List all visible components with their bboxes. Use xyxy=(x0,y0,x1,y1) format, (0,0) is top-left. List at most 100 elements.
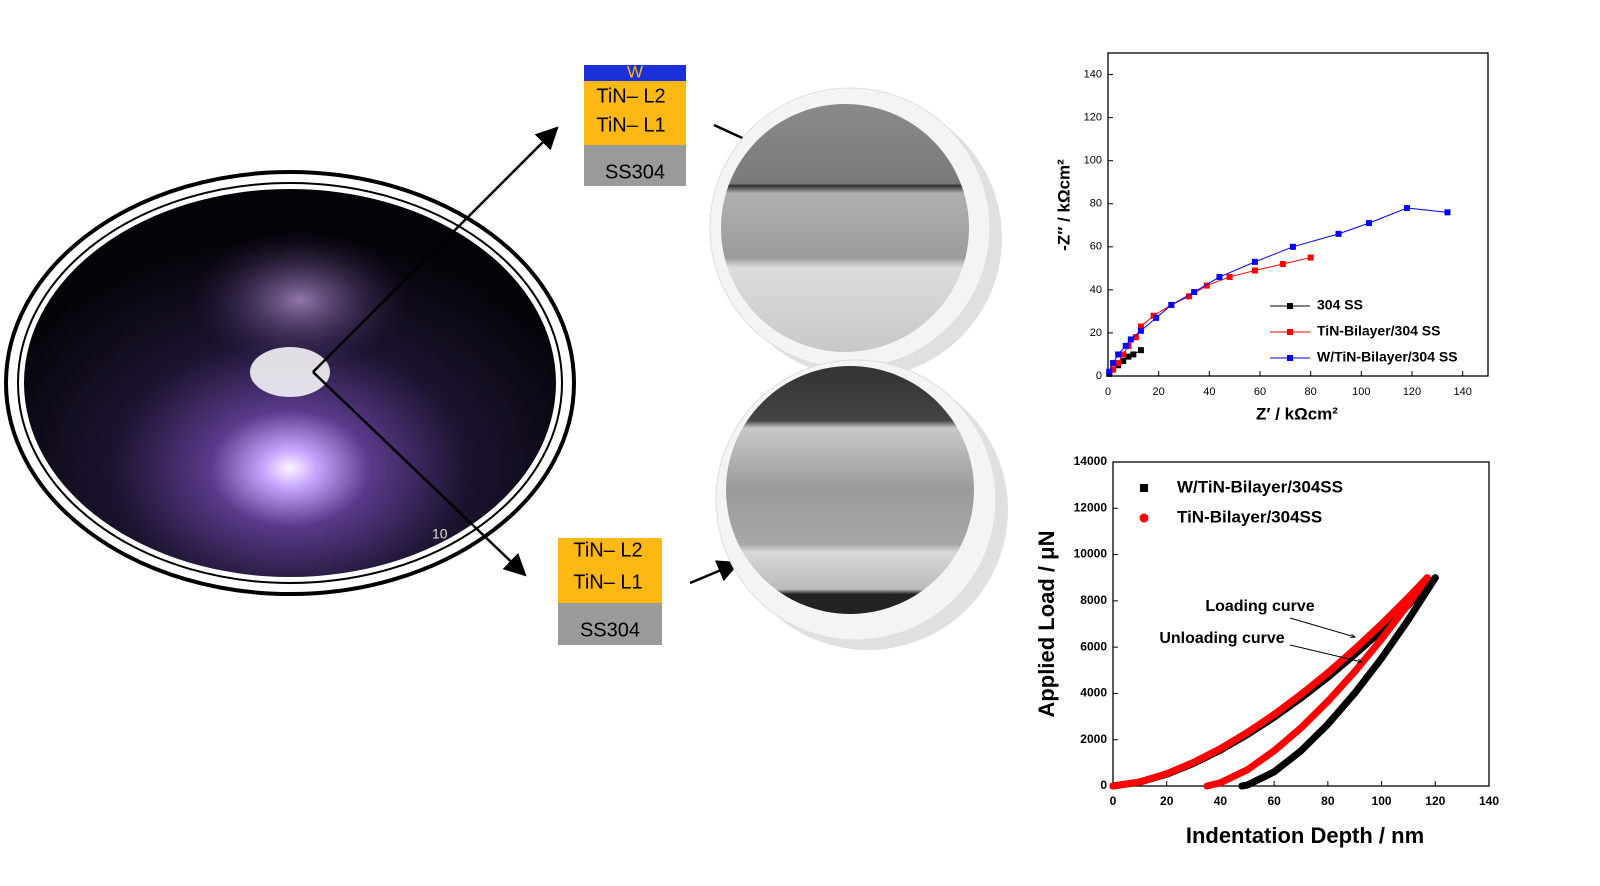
point xyxy=(1324,720,1332,728)
legend-marker xyxy=(1139,513,1149,523)
point xyxy=(1307,254,1314,261)
y-tick-label: 0 xyxy=(1100,778,1107,792)
point xyxy=(1216,779,1224,787)
y-tick-label: 6000 xyxy=(1080,639,1107,653)
plot-frame xyxy=(1107,52,1489,377)
y-axis-label: Applied Load / μN xyxy=(1034,530,1059,717)
point xyxy=(1404,616,1412,624)
point xyxy=(1270,710,1278,718)
point xyxy=(1109,782,1117,790)
legend-marker xyxy=(1287,329,1293,335)
plot-frame xyxy=(1112,461,1490,787)
point xyxy=(1203,282,1210,289)
point xyxy=(1403,205,1410,212)
point xyxy=(1137,327,1144,334)
point xyxy=(1132,334,1139,341)
annotation: Unloading curve xyxy=(1159,630,1284,647)
point xyxy=(1378,635,1386,643)
point xyxy=(1378,620,1386,628)
point xyxy=(1251,258,1258,265)
point xyxy=(1125,353,1132,360)
point xyxy=(1136,778,1144,786)
x-tick-label: 120 xyxy=(1425,794,1445,808)
layer-label: TiN– L1 xyxy=(573,571,642,593)
point xyxy=(1324,697,1332,705)
point xyxy=(1137,347,1144,354)
x-tick-label: 140 xyxy=(1453,386,1471,398)
layer-label: SS304 xyxy=(605,161,665,183)
scale-text: 10 xyxy=(432,526,448,542)
point xyxy=(1431,574,1439,582)
point xyxy=(1203,782,1211,790)
layer-ss xyxy=(558,603,662,645)
x-tick-label: 80 xyxy=(1305,386,1317,398)
point xyxy=(1163,770,1171,778)
layer-tin xyxy=(558,538,662,603)
layer-label: TiN– L2 xyxy=(573,539,642,561)
point xyxy=(1153,314,1160,321)
point xyxy=(1289,243,1296,250)
legend-marker xyxy=(1140,484,1148,492)
point xyxy=(1226,273,1233,280)
x-tick-label: 40 xyxy=(1214,794,1228,808)
layer-label: TiN– L2 xyxy=(596,85,665,107)
x-tick-label: 100 xyxy=(1372,794,1392,808)
x-tick-label: 0 xyxy=(1110,794,1117,808)
legend-label: TiN-Bilayer/304 SS xyxy=(1317,323,1440,339)
y-tick-label: 4000 xyxy=(1080,686,1107,700)
legend-label: W/TiN-Bilayer/304 SS xyxy=(1317,349,1458,365)
layer-stack: TiN– L2 TiN– L1 SS304 xyxy=(558,538,662,645)
photo-frame xyxy=(17,182,563,584)
x-tick-label: 20 xyxy=(1153,386,1165,398)
point xyxy=(1122,342,1129,349)
y-tick-label: 120 xyxy=(1084,112,1102,124)
arrow xyxy=(312,371,527,577)
point xyxy=(1335,230,1342,237)
legend-label: W/TiN-Bilayer/304SS xyxy=(1177,477,1343,496)
point xyxy=(1216,745,1224,753)
point xyxy=(1365,220,1372,227)
y-tick-label: 10000 xyxy=(1074,547,1108,561)
y-axis-label: -Z″ / kΩcm² xyxy=(1054,159,1073,251)
point xyxy=(1251,267,1258,274)
y-tick-label: 100 xyxy=(1084,155,1102,167)
point xyxy=(1243,781,1251,789)
point xyxy=(1190,758,1198,766)
legend-marker xyxy=(1287,355,1293,361)
y-tick-label: 40 xyxy=(1090,284,1102,296)
layer-label: TiN– L1 xyxy=(596,114,665,136)
point xyxy=(1270,768,1278,776)
layer-w xyxy=(584,65,686,81)
point xyxy=(1351,668,1359,676)
y-tick-label: 80 xyxy=(1090,198,1102,210)
point xyxy=(1297,690,1305,698)
x-tick-label: 40 xyxy=(1203,386,1215,398)
point xyxy=(1378,654,1386,662)
point xyxy=(1120,357,1127,364)
point xyxy=(1137,323,1144,330)
point xyxy=(1115,351,1122,358)
point xyxy=(1106,368,1113,375)
y-tick-label: 20 xyxy=(1090,327,1102,339)
series-line xyxy=(1109,574,1431,790)
arrow xyxy=(312,126,559,373)
point xyxy=(1238,782,1246,790)
annotation-arrow xyxy=(1289,644,1362,662)
legend-marker xyxy=(1287,303,1293,309)
point xyxy=(1351,645,1359,653)
annotation: Loading curve xyxy=(1205,598,1314,615)
x-tick-label: 120 xyxy=(1403,386,1421,398)
point xyxy=(1127,336,1134,343)
x-tick-label: 0 xyxy=(1105,386,1111,398)
series-line xyxy=(1108,207,1448,373)
point xyxy=(1216,273,1223,280)
y-tick-label: 140 xyxy=(1084,68,1102,80)
point xyxy=(1120,351,1127,358)
layer-label: W xyxy=(627,62,643,81)
point xyxy=(1115,360,1122,367)
x-tick-label: 80 xyxy=(1321,794,1335,808)
y-tick-label: 0 xyxy=(1096,370,1102,382)
legend-label: TiN-Bilayer/304SS xyxy=(1177,507,1322,526)
x-tick-label: 20 xyxy=(1160,794,1174,808)
